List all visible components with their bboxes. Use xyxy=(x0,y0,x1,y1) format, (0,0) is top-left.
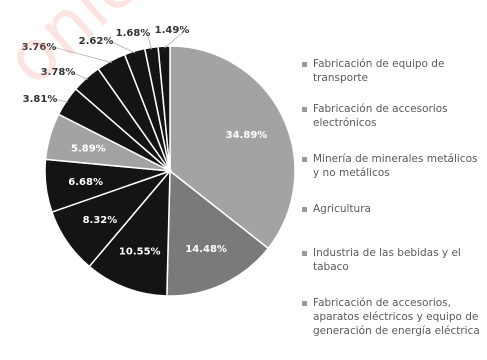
legend-marker xyxy=(302,251,307,256)
slice-label: 6.68% xyxy=(68,177,103,188)
leader-line xyxy=(71,71,88,81)
slice-label: 5.89% xyxy=(71,143,106,154)
legend-marker xyxy=(302,157,307,162)
leader-line xyxy=(109,40,136,54)
slice-label: 3.81% xyxy=(23,94,58,105)
leader-line xyxy=(53,98,69,103)
legend-label: Minería de minerales metálicos y no metá… xyxy=(313,153,478,179)
legend-label: Agricultura xyxy=(313,203,371,215)
slice-label: 2.62% xyxy=(79,36,114,47)
legend-item: Fabricación de accesorios electrónicos xyxy=(302,102,487,130)
legend-label: Fabricación de accesorios electrónicos xyxy=(313,103,448,129)
slice-label: 34.89% xyxy=(226,130,268,141)
legend-label: Fabricación de equipo de transporte xyxy=(313,58,445,84)
slice-label: 3.76% xyxy=(22,42,57,53)
slice-label: 8.32% xyxy=(83,215,118,226)
pie-slice xyxy=(169,45,296,250)
legend-marker xyxy=(302,301,307,306)
legend-marker xyxy=(302,207,307,212)
pie-slice xyxy=(88,168,171,297)
legend-item: Fabricación de accesorios, aparatos eléc… xyxy=(302,296,487,338)
slice-label: 1.68% xyxy=(116,28,151,39)
leader-line xyxy=(163,29,187,49)
leader-line xyxy=(146,32,153,50)
legend-item: Agricultura xyxy=(302,202,487,216)
slice-label: 14.48% xyxy=(185,244,227,255)
legend-label: Fabricación de accesorios, aparatos eléc… xyxy=(313,297,480,337)
legend-marker xyxy=(302,107,307,112)
legend-item: Minería de minerales metálicos y no metá… xyxy=(302,152,487,180)
pie-slice xyxy=(166,169,270,297)
legend-item: Industria de las bebidas y el tabaco xyxy=(302,246,487,274)
slice-label: 3.78% xyxy=(41,67,76,78)
legend-item: Fabricación de equipo de transporte xyxy=(302,57,487,85)
slice-label: 1.49% xyxy=(155,25,190,36)
legend-marker xyxy=(302,62,307,67)
slice-label: 10.55% xyxy=(119,246,161,257)
pie-slice xyxy=(157,45,171,172)
leader-line xyxy=(52,46,112,63)
legend-label: Industria de las bebidas y el tabaco xyxy=(313,247,461,273)
